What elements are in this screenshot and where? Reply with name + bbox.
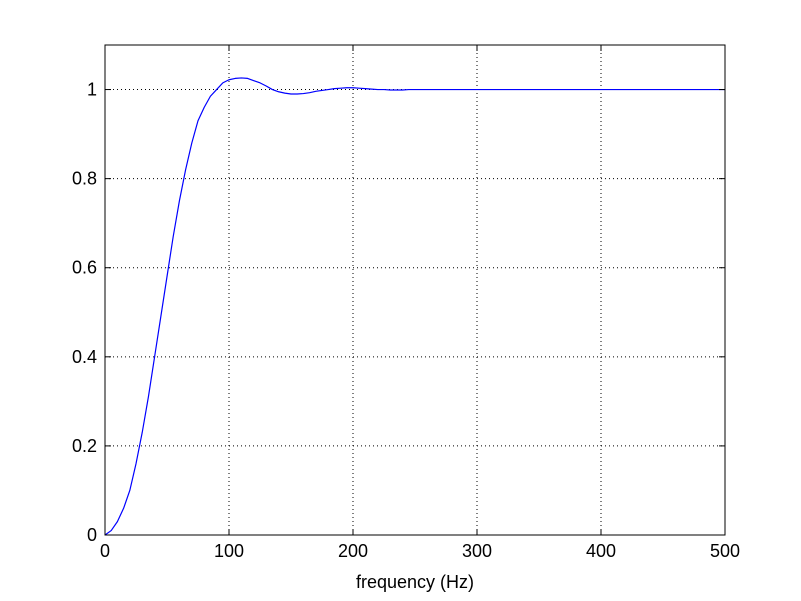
x-axis-label: frequency (Hz) (356, 572, 474, 592)
labels-layer: 0 100 200 300 400 500 0 0.2 0.4 0.6 0.8 1 (72, 80, 740, 561)
x-tick-label: 200 (338, 541, 368, 561)
ticks-layer (104, 45, 726, 536)
x-tick-label: 300 (462, 541, 492, 561)
y-tick-label: 1 (87, 80, 97, 100)
y-tick-label: 0.6 (72, 258, 97, 278)
series-line (104, 77, 725, 536)
x-tick-label: 100 (214, 541, 244, 561)
y-tick-label: 0.2 (72, 436, 97, 456)
x-tick-label: 0 (100, 541, 110, 561)
y-tick-label: 0.4 (72, 347, 97, 367)
x-tick-label: 400 (586, 541, 616, 561)
plot-frame (104, 44, 726, 536)
x-tick-label: 500 (710, 541, 740, 561)
y-tick-label: 0 (87, 525, 97, 545)
grid-layer (105, 45, 725, 535)
y-tick-label: 0.8 (72, 169, 97, 189)
series-layer (104, 77, 725, 536)
